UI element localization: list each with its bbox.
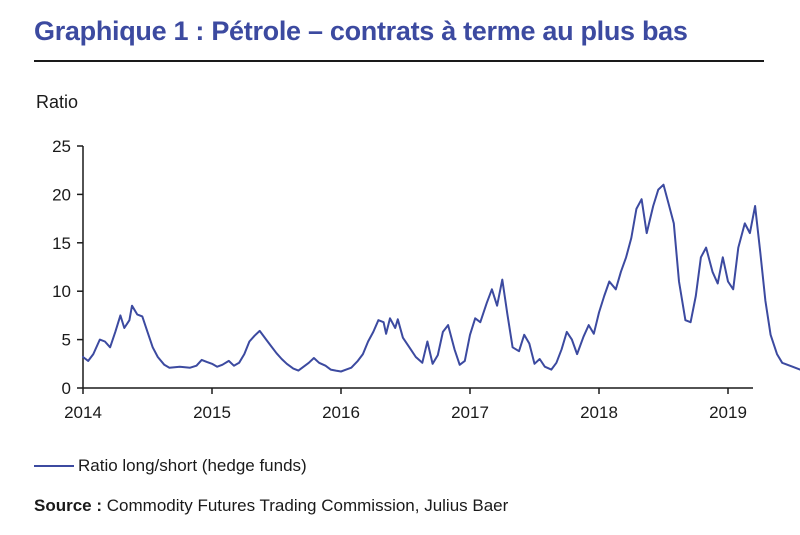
- y-tick-label: 5: [62, 331, 71, 350]
- series-line-ratio: [82, 183, 800, 373]
- y-tick-label: 15: [52, 234, 71, 253]
- source-text: Commodity Futures Trading Commission, Ju…: [106, 496, 509, 515]
- x-tick-label: 2015: [193, 403, 231, 422]
- y-axis-label: Ratio: [36, 92, 79, 112]
- y-tick-label: 0: [62, 379, 71, 398]
- line-chart: 0 5 10 15 20 25 2014 2015 2016 2017 2018 2019: [52, 137, 800, 422]
- chart-series: [82, 183, 800, 373]
- x-tick-label: 2016: [322, 403, 360, 422]
- source-label: Source :: [34, 496, 103, 515]
- x-tick-label: 2017: [451, 403, 489, 422]
- chart-legend: Ratio long/short (hedge funds): [34, 455, 307, 477]
- x-tick-label: 2014: [64, 403, 102, 422]
- legend-line-swatch: [34, 465, 74, 467]
- x-tick-label: 2019: [709, 403, 747, 422]
- chart-title: Graphique 1 : Pétrole – contrats à terme…: [34, 16, 688, 46]
- title-divider: [34, 60, 764, 62]
- source-note: Source : Commodity Futures Trading Commi…: [34, 496, 508, 516]
- chart-axes: 0 5 10 15 20 25 2014 2015 2016 2017 2018 2019: [52, 137, 753, 422]
- legend-label: Ratio long/short (hedge funds): [78, 456, 307, 475]
- y-tick-label: 10: [52, 282, 71, 301]
- x-tick-label: 2018: [580, 403, 618, 422]
- y-tick-label: 25: [52, 137, 71, 156]
- y-tick-label: 20: [52, 185, 71, 204]
